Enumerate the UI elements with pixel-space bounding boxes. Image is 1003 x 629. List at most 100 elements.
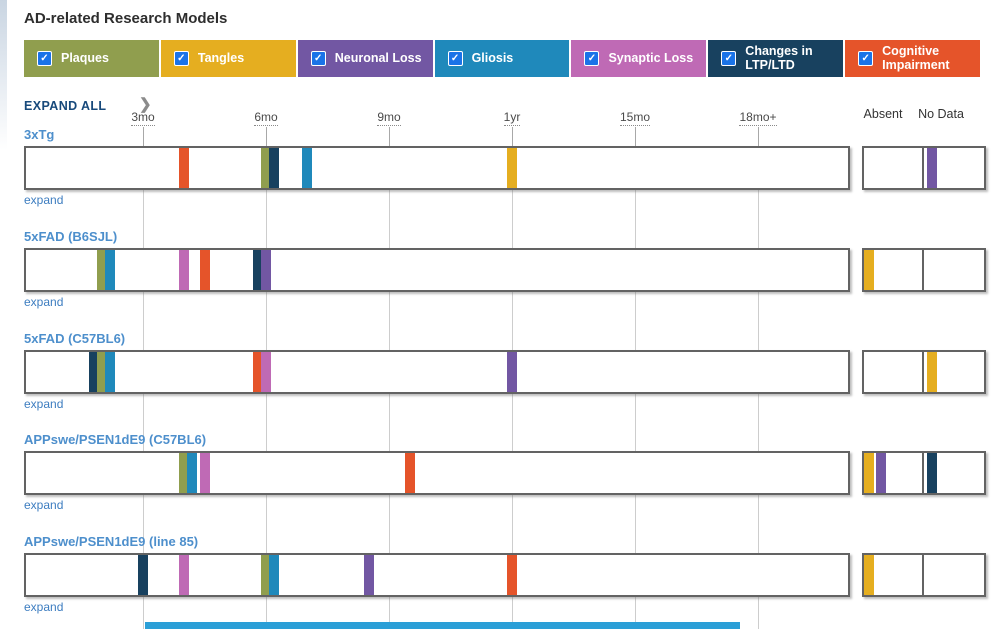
model-name-link[interactable]: APPswe/PSEN1dE9 (line 85) <box>24 534 199 549</box>
absent-mark-tangles[interactable] <box>864 555 874 595</box>
absent-nodata-divider <box>922 352 924 392</box>
expand-row-link[interactable]: expand <box>24 295 64 309</box>
legend-button-synaptic_loss[interactable]: ✓ Synaptic Loss <box>571 40 707 77</box>
expand-row-link[interactable]: expand <box>24 600 64 614</box>
phenotype-mark-cognitive_impairment[interactable] <box>252 352 263 392</box>
checkbox-checked-icon-tangles[interactable]: ✓ <box>173 51 189 66</box>
phenotype-mark-ltp_ltd[interactable] <box>252 250 263 290</box>
phenotype-mark-plaques[interactable] <box>97 352 107 392</box>
model-name-link[interactable]: 5xFAD (B6SJL) <box>24 229 118 244</box>
absent-nodata-divider <box>922 250 924 290</box>
legend-button-cognitive_impairment[interactable]: ✓ Cognitive Impairment <box>845 40 981 77</box>
phenotype-mark-ltp_ltd[interactable] <box>88 352 99 392</box>
absent-nodata-box <box>862 248 986 292</box>
chevron-right-icon[interactable]: ❯ <box>139 96 152 113</box>
tickmark <box>758 127 759 146</box>
axis-tick-text: 1yr <box>503 110 521 126</box>
checkbox-checked-icon-ltp_ltd[interactable]: ✓ <box>721 51 737 66</box>
absent-nodata-divider <box>922 453 924 493</box>
tickmark <box>389 127 390 146</box>
checkbox-checked-icon-neuronal_loss[interactable]: ✓ <box>310 51 326 66</box>
legend-label-tangles: Tangles <box>197 50 245 65</box>
absent-nodata-box <box>862 350 986 394</box>
phenotype-mark-plaques[interactable] <box>261 148 271 188</box>
timeline-track <box>24 451 850 495</box>
checkbox-checked-icon-cognitive_impairment[interactable]: ✓ <box>858 51 874 66</box>
page-title: AD-related Research Models <box>24 10 228 27</box>
timeline-track <box>24 146 850 190</box>
model-name-link[interactable]: 3xTg <box>24 127 55 142</box>
phenotype-mark-neuronal_loss[interactable] <box>507 352 517 392</box>
phenotype-mark-tangles[interactable] <box>507 148 517 188</box>
phenotype-mark-gliosis[interactable] <box>187 453 198 493</box>
legend-label-cognitive_impairment: Cognitive Impairment <box>882 44 950 72</box>
checkbox-checked-icon-gliosis[interactable]: ✓ <box>447 51 463 66</box>
phenotype-mark-plaques[interactable] <box>97 250 107 290</box>
nodata-mark-ltp_ltd[interactable] <box>927 453 937 493</box>
absent-mark-neuronal_loss[interactable] <box>876 453 886 493</box>
legend-button-plaques[interactable]: ✓ Plaques <box>24 40 159 77</box>
axis-tick-text: 6mo <box>254 110 278 126</box>
phenotype-mark-ltp_ltd[interactable] <box>269 148 280 188</box>
legend-button-tangles[interactable]: ✓ Tangles <box>160 40 296 77</box>
nodata-mark-tangles[interactable] <box>927 352 937 392</box>
tickmark <box>635 127 636 146</box>
phenotype-mark-plaques[interactable] <box>261 555 271 595</box>
absent-mark-tangles[interactable] <box>864 453 874 493</box>
phenotype-mark-synaptic_loss[interactable] <box>199 453 210 493</box>
phenotype-mark-synaptic_loss[interactable] <box>261 352 271 392</box>
tickmark <box>266 127 267 146</box>
axis-tick-label-18mo+: 18mo+ <box>728 110 788 126</box>
expand-row-link[interactable]: expand <box>24 193 64 207</box>
phenotype-mark-synaptic_loss[interactable] <box>179 555 189 595</box>
legend-button-ltp_ltd[interactable]: ✓ Changes in LTP/LTD <box>708 40 844 77</box>
axis-tick-label-3mo: 3mo <box>113 110 173 126</box>
checkbox-checked-icon-plaques[interactable]: ✓ <box>37 51 52 66</box>
phenotype-mark-cognitive_impairment[interactable] <box>179 148 189 188</box>
phenotype-mark-cognitive_impairment[interactable] <box>404 453 415 493</box>
phenotype-mark-neuronal_loss[interactable] <box>261 250 271 290</box>
timeline-track <box>24 553 850 597</box>
legend-label-synaptic_loss: Synaptic Loss <box>608 50 694 65</box>
absent-nodata-divider <box>922 555 924 595</box>
left-edge-strip <box>0 0 7 150</box>
phenotype-mark-neuronal_loss[interactable] <box>363 555 374 595</box>
legend-label-gliosis: Gliosis <box>471 50 514 65</box>
bottom-blue-bar <box>145 622 740 629</box>
tickmark <box>143 127 144 146</box>
axis-tick-label-1yr: 1yr <box>482 110 542 126</box>
expand-all-button[interactable]: EXPAND ALL <box>24 99 107 113</box>
phenotype-mark-cognitive_impairment[interactable] <box>199 250 210 290</box>
phenotype-mark-cognitive_impairment[interactable] <box>507 555 517 595</box>
phenotype-mark-synaptic_loss[interactable] <box>179 250 189 290</box>
absent-nodata-divider <box>922 148 924 188</box>
phenotype-mark-plaques[interactable] <box>179 453 189 493</box>
model-name-link[interactable]: APPswe/PSEN1dE9 (C57BL6) <box>24 432 207 447</box>
phenotype-mark-gliosis[interactable] <box>302 148 312 188</box>
no-data-column-header: No Data <box>918 107 964 121</box>
axis-tick-text: 9mo <box>377 110 401 126</box>
checkbox-checked-icon-synaptic_loss[interactable]: ✓ <box>584 51 600 66</box>
axis-tick-text: 3mo <box>131 110 155 126</box>
absent-mark-tangles[interactable] <box>864 250 874 290</box>
absent-nodata-box <box>862 146 986 190</box>
absent-column-header: Absent <box>863 107 903 121</box>
axis-tick-label-6mo: 6mo <box>236 110 296 126</box>
phenotype-mark-ltp_ltd[interactable] <box>138 555 148 595</box>
model-name-link[interactable]: 5xFAD (C57BL6) <box>24 331 126 346</box>
legend-label-plaques: Plaques <box>61 50 109 65</box>
legend-button-neuronal_loss[interactable]: ✓ Neuronal Loss <box>297 40 433 77</box>
timeline-track <box>24 248 850 292</box>
axis-tick-label-9mo: 9mo <box>359 110 419 126</box>
phenotype-mark-gliosis[interactable] <box>269 555 280 595</box>
nodata-mark-neuronal_loss[interactable] <box>927 148 937 188</box>
legend-button-gliosis[interactable]: ✓ Gliosis <box>434 40 570 77</box>
axis-tick-label-15mo: 15mo <box>605 110 665 126</box>
expand-row-link[interactable]: expand <box>24 498 64 512</box>
phenotype-mark-gliosis[interactable] <box>105 352 116 392</box>
phenotype-mark-gliosis[interactable] <box>105 250 116 290</box>
legend-label-neuronal_loss: Neuronal Loss <box>334 50 422 65</box>
tickmark <box>512 127 513 146</box>
expand-row-link[interactable]: expand <box>24 397 64 411</box>
